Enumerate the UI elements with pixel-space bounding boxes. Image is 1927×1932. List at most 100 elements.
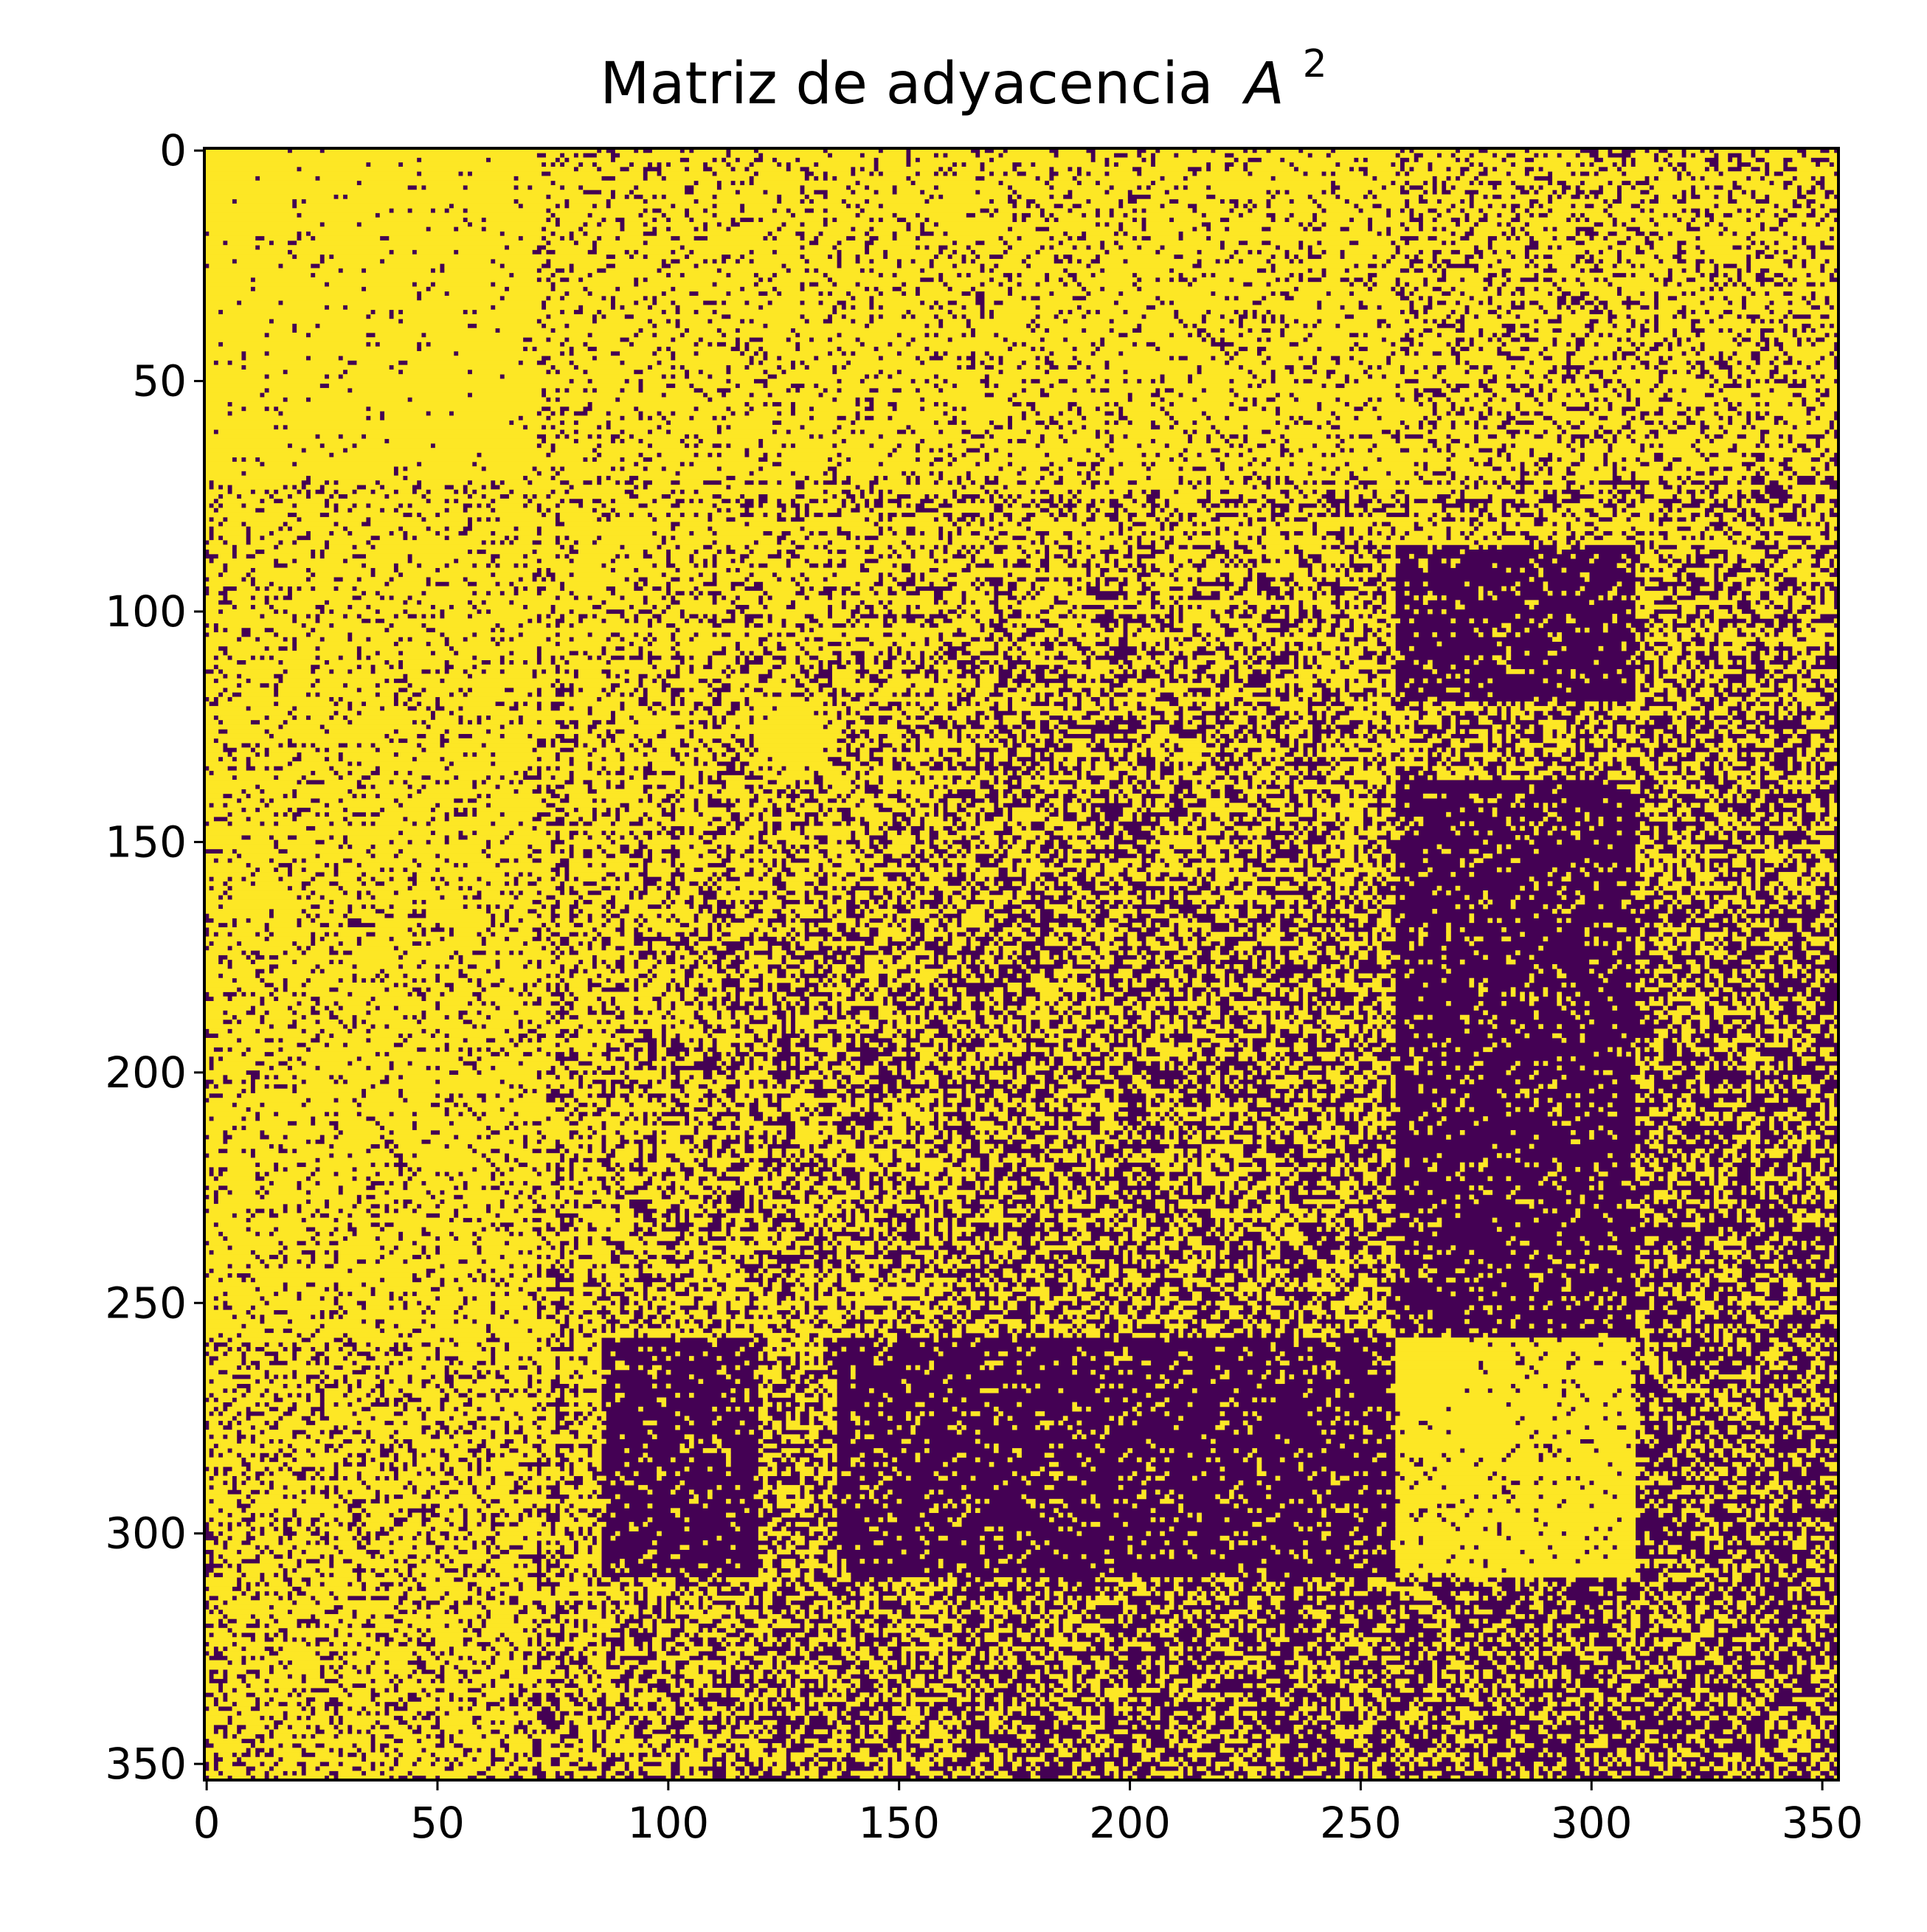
- heatmap-cell-run: [736, 218, 741, 223]
- heatmap-cell-run: [1478, 222, 1497, 227]
- heatmap-cell-run: [1478, 263, 1488, 269]
- heatmap-cell-run: [1386, 263, 1410, 269]
- heatmap-cell-run: [1723, 185, 1733, 190]
- heatmap-cell-run: [1478, 176, 1534, 181]
- heatmap-cell-run: [1709, 222, 1719, 227]
- heatmap-cell-run: [1082, 204, 1118, 209]
- heatmap-cell-run: [1372, 222, 1400, 227]
- heatmap-cell-run: [1751, 259, 1783, 264]
- heatmap-cell-run: [1654, 273, 1668, 278]
- heatmap-cell-run: [754, 218, 759, 223]
- heatmap-cell-run: [518, 185, 527, 190]
- heatmap-cell-run: [1608, 236, 1626, 241]
- heatmap-cell-run: [1127, 153, 1137, 158]
- heatmap-cell-run: [1810, 204, 1820, 209]
- heatmap-cell-run: [1008, 249, 1036, 255]
- heatmap-cell-run: [643, 194, 652, 199]
- heatmap-cell-run: [601, 222, 620, 227]
- heatmap-cell-run: [1492, 240, 1529, 246]
- heatmap-cell-run: [1137, 199, 1169, 204]
- heatmap-cell-run: [1779, 226, 1830, 232]
- heatmap-cell-run: [1765, 176, 1793, 181]
- heatmap-cell-run: [1760, 212, 1774, 218]
- heatmap-cell-run: [1409, 158, 1414, 163]
- heatmap-cell-run: [1109, 162, 1114, 167]
- heatmap-cell-run: [1487, 171, 1506, 176]
- heatmap-cell-run: [1423, 226, 1433, 232]
- heatmap-cell-run: [934, 259, 962, 264]
- heatmap-cell-run: [1603, 158, 1622, 163]
- heatmap-cell-run: [597, 153, 611, 158]
- heatmap-cell-run: [1409, 190, 1423, 195]
- heatmap-cell-run: [1779, 249, 1784, 255]
- heatmap-cell-run: [1824, 204, 1838, 209]
- heatmap-cell-run: [1751, 245, 1765, 250]
- heatmap-cell-run: [828, 208, 860, 213]
- heatmap-cell-run: [1344, 255, 1372, 260]
- heatmap-cell-run: [1552, 194, 1557, 199]
- heatmap-cell-run: [1349, 199, 1405, 204]
- heatmap-cell-run: [1788, 249, 1811, 255]
- heatmap-cell-run: [1824, 181, 1838, 186]
- heatmap-cell-run: [717, 158, 722, 163]
- heatmap-cell-run: [1303, 222, 1308, 227]
- heatmap-cell-run: [1820, 222, 1838, 227]
- heatmap-cell-run: [1723, 171, 1765, 176]
- heatmap-cell-run: [1335, 190, 1368, 195]
- heatmap-cell-run: [463, 171, 468, 176]
- heatmap-cell-run: [1031, 255, 1054, 260]
- heatmap-cell-run: [998, 208, 1040, 213]
- heatmap-cell-run: [1456, 231, 1465, 236]
- heatmap-cell-run: [989, 208, 994, 213]
- heatmap-cell-run: [204, 218, 463, 223]
- heatmap-cell-run: [929, 245, 938, 250]
- heatmap-cell-run: [1003, 236, 1017, 241]
- heatmap-cell-run: [994, 268, 1063, 273]
- heatmap-cell-run: [1252, 208, 1321, 213]
- heatmap-cell-run: [929, 199, 989, 204]
- heatmap-cell-run: [1718, 194, 1728, 199]
- heatmap-cell-run: [204, 185, 408, 190]
- heatmap-cell-run: [606, 268, 657, 273]
- heatmap-cell-run: [1718, 153, 1728, 158]
- heatmap-cell-run: [763, 158, 772, 163]
- heatmap-cell-run: [841, 240, 865, 246]
- heatmap-cell-run: [961, 273, 966, 278]
- heatmap-cell-run: [666, 176, 750, 181]
- heatmap-cell-run: [1326, 268, 1344, 273]
- heatmap-cell-run: [1040, 176, 1050, 181]
- heatmap-cell-run: [897, 231, 921, 236]
- heatmap-cell-run: [1824, 240, 1838, 246]
- heatmap-cell-run: [1450, 190, 1464, 195]
- heatmap-cell-run: [1423, 268, 1433, 273]
- heatmap-cell-run: [1700, 212, 1705, 218]
- heatmap-cell-run: [873, 226, 906, 232]
- heatmap-cell-run: [1774, 181, 1783, 186]
- heatmap-cell-run: [1824, 268, 1834, 273]
- heatmap-cell-run: [1229, 167, 1243, 172]
- heatmap-cell-run: [1276, 194, 1308, 199]
- heatmap-cell-run: [1174, 268, 1257, 273]
- heatmap-cell-run: [1511, 249, 1525, 255]
- heatmap-cell-run: [1017, 212, 1022, 218]
- heatmap-cell-run: [583, 277, 634, 283]
- heatmap-cell-run: [1599, 194, 1617, 199]
- heatmap-cell-run: [1141, 167, 1188, 172]
- heatmap-cell-run: [1276, 218, 1285, 223]
- heatmap-cell-run: [1460, 158, 1465, 163]
- heatmap-cell-run: [1082, 181, 1096, 186]
- heatmap-cell-run: [689, 167, 703, 172]
- heatmap-cell-run: [1178, 199, 1220, 204]
- heatmap-cell-run: [1709, 208, 1737, 213]
- heatmap-cell-run: [237, 199, 292, 204]
- heatmap-cell-run: [1622, 249, 1636, 255]
- heatmap-cell-run: [574, 236, 598, 241]
- heatmap-cell-run: [726, 158, 736, 163]
- heatmap-cell-run: [1202, 249, 1234, 255]
- heatmap-cell-run: [726, 259, 736, 264]
- heatmap-cell-run: [1464, 208, 1478, 213]
- heatmap-cell-run: [1049, 218, 1054, 223]
- heatmap-cell-run: [1622, 190, 1640, 195]
- heatmap-cell-run: [671, 162, 703, 167]
